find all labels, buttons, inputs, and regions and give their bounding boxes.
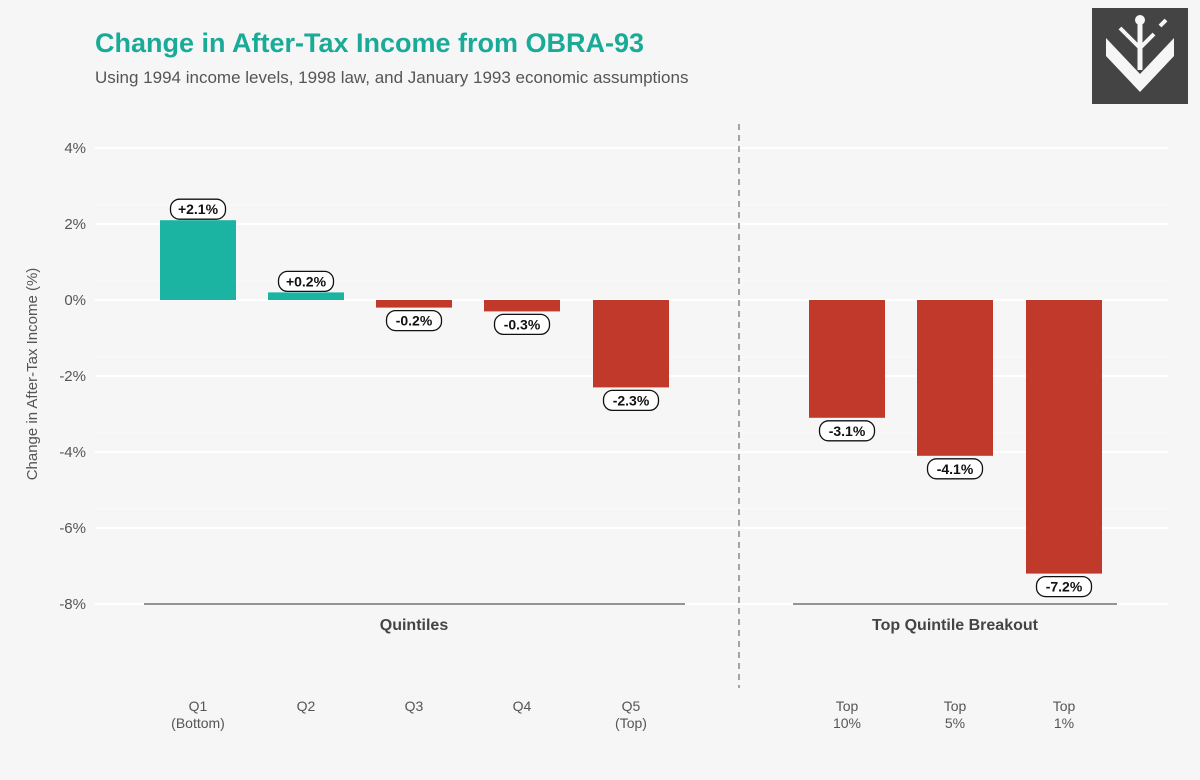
data-label-box bbox=[493, 313, 551, 336]
group-label: Quintiles bbox=[380, 617, 449, 634]
bar bbox=[268, 292, 344, 300]
category-sublabel: 1% bbox=[1054, 715, 1074, 731]
bar bbox=[1026, 300, 1102, 574]
tree-circuit-icon bbox=[1092, 8, 1188, 104]
group-labels: Quintiles Top Quintile Breakout bbox=[144, 603, 1117, 634]
data-label: -3.1% bbox=[829, 423, 866, 439]
y-tick-label: 4% bbox=[64, 140, 86, 157]
bar bbox=[484, 300, 560, 312]
data-label: -0.2% bbox=[396, 313, 433, 329]
bar bbox=[376, 300, 452, 308]
y-tick-label: -2% bbox=[59, 368, 86, 385]
category-sublabel: (Top) bbox=[615, 715, 647, 731]
y-axis-label: Change in After-Tax Income (%) bbox=[24, 268, 41, 481]
category-sublabel: (Bottom) bbox=[171, 715, 225, 731]
category-label: Q4 bbox=[513, 698, 532, 714]
data-label-box bbox=[926, 458, 984, 480]
y-tick-label: 0% bbox=[64, 292, 86, 309]
group-label: Top Quintile Breakout bbox=[872, 617, 1039, 634]
data-label: +2.1% bbox=[178, 201, 219, 217]
y-tick-label: -4% bbox=[59, 444, 86, 461]
category-sublabel: 5% bbox=[945, 715, 965, 731]
data-label: +0.2% bbox=[286, 273, 327, 289]
data-label-box bbox=[277, 270, 335, 293]
category-label: Top bbox=[1053, 698, 1076, 714]
bar bbox=[917, 300, 993, 456]
category-label: Q1 bbox=[189, 698, 208, 714]
bar bbox=[809, 300, 885, 418]
y-tick-label: -8% bbox=[59, 596, 86, 613]
data-label-box bbox=[602, 389, 660, 412]
category-label: Q5 bbox=[622, 698, 641, 714]
data-labels: +2.1% +0.2% -0.2% -0.3% -2.3% -3.1% -4.1% -7.2% bbox=[169, 198, 1093, 598]
category-label: Top bbox=[944, 698, 967, 714]
data-label-box bbox=[818, 420, 876, 442]
y-tick-label: -6% bbox=[59, 520, 86, 537]
y-axis-ticks: 4% 2% 0% -2% -4% -6% -8% bbox=[59, 140, 86, 613]
chart-title: Change in After-Tax Income from OBRA-93 bbox=[95, 28, 645, 58]
y-tick-label: 2% bbox=[64, 216, 86, 233]
bar bbox=[160, 220, 236, 300]
data-label: -0.3% bbox=[504, 316, 541, 332]
data-label-box bbox=[385, 309, 443, 332]
data-label: -4.1% bbox=[937, 461, 974, 477]
data-label: -7.2% bbox=[1046, 579, 1083, 595]
category-label: Q2 bbox=[297, 698, 316, 714]
data-label-box bbox=[169, 198, 227, 220]
category-label: Q3 bbox=[405, 698, 424, 714]
data-label-box bbox=[1035, 575, 1093, 598]
category-sublabel: 10% bbox=[833, 715, 861, 731]
data-label: -2.3% bbox=[613, 392, 650, 408]
bar bbox=[593, 300, 669, 388]
category-label: Top bbox=[836, 698, 859, 714]
bars bbox=[160, 220, 1102, 574]
chart-subtitle: Using 1994 income levels, 1998 law, and … bbox=[95, 68, 689, 87]
